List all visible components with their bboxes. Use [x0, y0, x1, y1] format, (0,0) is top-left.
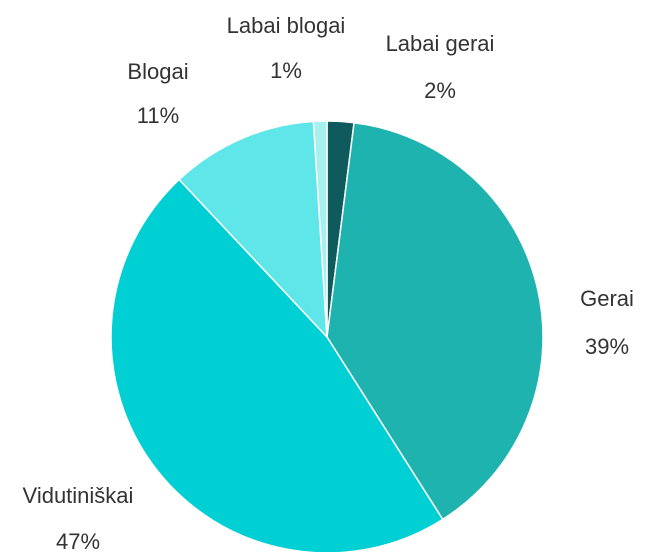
slice-label: Labai blogai — [227, 13, 346, 38]
slice-label: Gerai — [580, 286, 634, 311]
slice-value-label: 2% — [424, 78, 456, 103]
slice-label: Blogai — [127, 59, 188, 84]
slice-value-label: 47% — [56, 529, 100, 552]
pie-slice — [178, 120, 328, 340]
slice-value-label: 11% — [137, 103, 179, 128]
pie-slice — [326, 121, 544, 521]
slice-label: Vidutiniškai — [23, 483, 134, 508]
slice-value-label: 39% — [585, 334, 629, 359]
slice-value-label: 1% — [270, 58, 302, 83]
slice-label: Labai gerai — [386, 31, 495, 56]
pie-slice — [110, 178, 444, 552]
pie-slice — [312, 120, 328, 338]
